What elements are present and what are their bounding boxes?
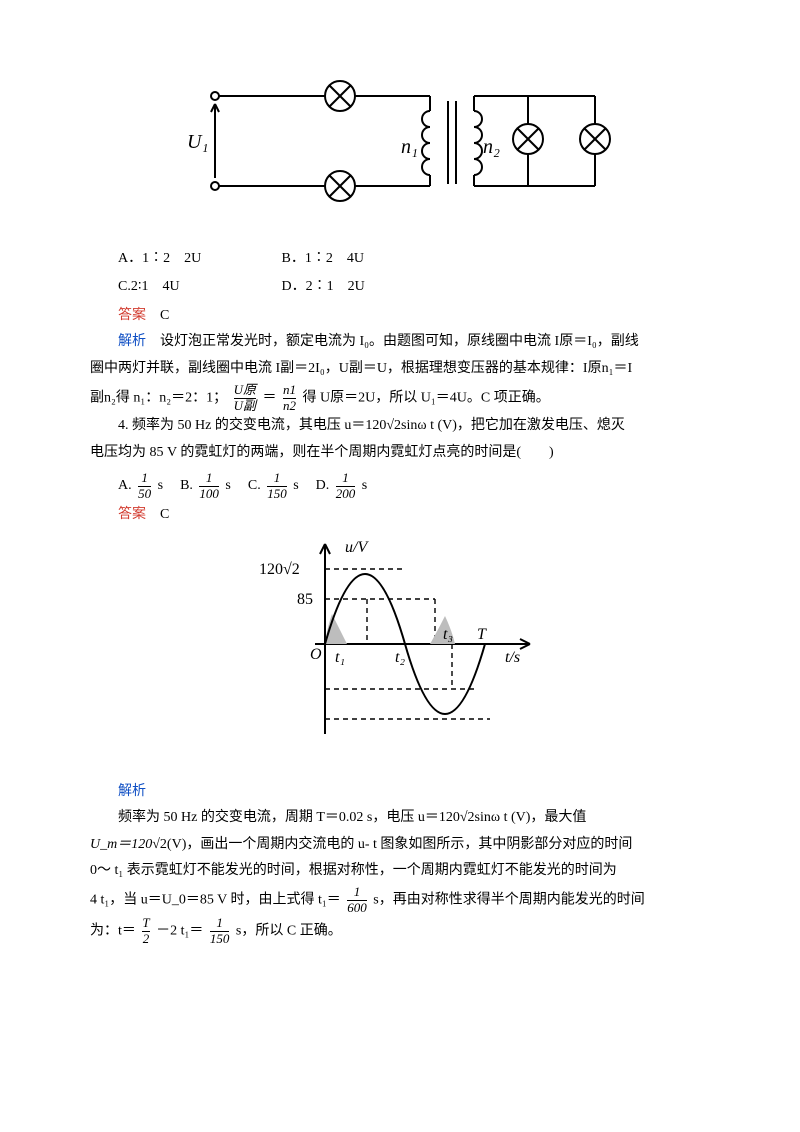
circuit-figure: U₁ n₁ n₂ [90,66,710,232]
q3-answer-value: C [146,308,169,323]
svg-text:t/s: t/s [505,649,520,666]
q4-answer-value: C [146,507,169,522]
q4-opt-b: B. 1100 s [180,478,234,493]
explain-label: 解析 [118,334,146,349]
svg-text:85: 85 [297,591,313,608]
q4-opt-d: D. 1200 s [316,478,368,493]
q3-answer: 答案 C [90,303,710,330]
q4-opt-c: C. 1150 s [248,478,302,493]
svg-text:t₂: t₂ [395,649,405,666]
q4-stem-2: 电压均为 85 V 的霓虹灯的两端，则在半个周期内霓虹灯点亮的时间是( ) [90,440,710,467]
q3-option-b: B．1∶2 4U [282,246,442,273]
q3-exp-2: 圈中两灯并联，副线圈中电流 I副＝2I₀，U副＝U，根据理想变压器的基本规律：I… [90,356,710,383]
svg-text:t₃: t₃ [443,626,453,643]
q3-exp-1: 设灯泡正常发光时，额定电流为 I₀。由题图可知，原线圈中电流 I原＝I₀，副线 [146,334,639,349]
svg-text:u/V: u/V [345,539,369,556]
q4-explain-label: 解析 [90,779,710,806]
q4-options: A. 150 s B. 1100 s C. 1150 s D. 1200 s [118,471,710,502]
q4-stem: 4. 频率为 50 Hz 的交变电流，其电压 u＝120√2sinω t (V)… [90,413,710,440]
svg-text:T: T [477,626,487,643]
svg-text:t₁: t₁ [335,649,345,666]
q3-option-a: A．1∶2 2U [118,246,278,273]
q3-explain: 解析 设灯泡正常发光时，额定电流为 I₀。由题图可知，原线圈中电流 I原＝I₀，… [90,329,710,356]
q4-exp-3: 0～ t₁ 表示霓虹灯不能发光的时间，根据对称性，一个周期内霓虹灯不能发光的时间… [90,858,710,885]
q4-exp-2: U_m＝120√2(V)，画出一个周期内交流电的 u- t 图象如图所示，其中阴… [90,832,710,859]
page: U₁ n₁ n₂ A．1∶2 2U B．1∶2 4U C.2∶1 4U D．2∶… [0,0,800,1132]
q4-exp-5: 为：t＝ T2 －2 t₁＝ 1150 s，所以 C 正确。 [90,916,710,947]
q4-exp-4: 4 t₁，当 u＝U_0＝85 V 时，由上式得 t₁＝ 1600 s，再由对称… [90,885,710,916]
q3-exp-3: 副n₂得 n₁：n₂＝2：1； U原U副 ＝ n1n2 得 U原＝2U，所以 U… [90,383,710,414]
q4-exp-1: 频率为 50 Hz 的交变电流，周期 T＝0.02 s，电压 u＝120√2si… [90,805,710,832]
q3-option-c: C.2∶1 4U [118,274,278,301]
q4-answer: 答案 C [90,502,710,529]
svg-text:O: O [310,646,322,663]
circuit-svg: U₁ n₁ n₂ [185,66,615,221]
waveform-figure: u/V 120√2 85 O t₁ t₂ t₃ T t/s [90,534,710,765]
answer-label: 答案 [118,308,146,323]
q4-opt-a: A. 150 s [118,478,167,493]
q3-options: A．1∶2 2U B．1∶2 4U C.2∶1 4U D．2∶1 2U [118,246,710,301]
label-u1: U₁ [187,131,208,153]
svg-text:120√2: 120√2 [259,561,300,578]
label-n2: n₂ [483,136,500,158]
q3-option-d: D．2∶1 2U [282,274,442,301]
answer-label: 答案 [118,507,146,522]
label-n1: n₁ [401,136,418,158]
waveform-svg: u/V 120√2 85 O t₁ t₂ t₃ T t/s [255,534,545,754]
